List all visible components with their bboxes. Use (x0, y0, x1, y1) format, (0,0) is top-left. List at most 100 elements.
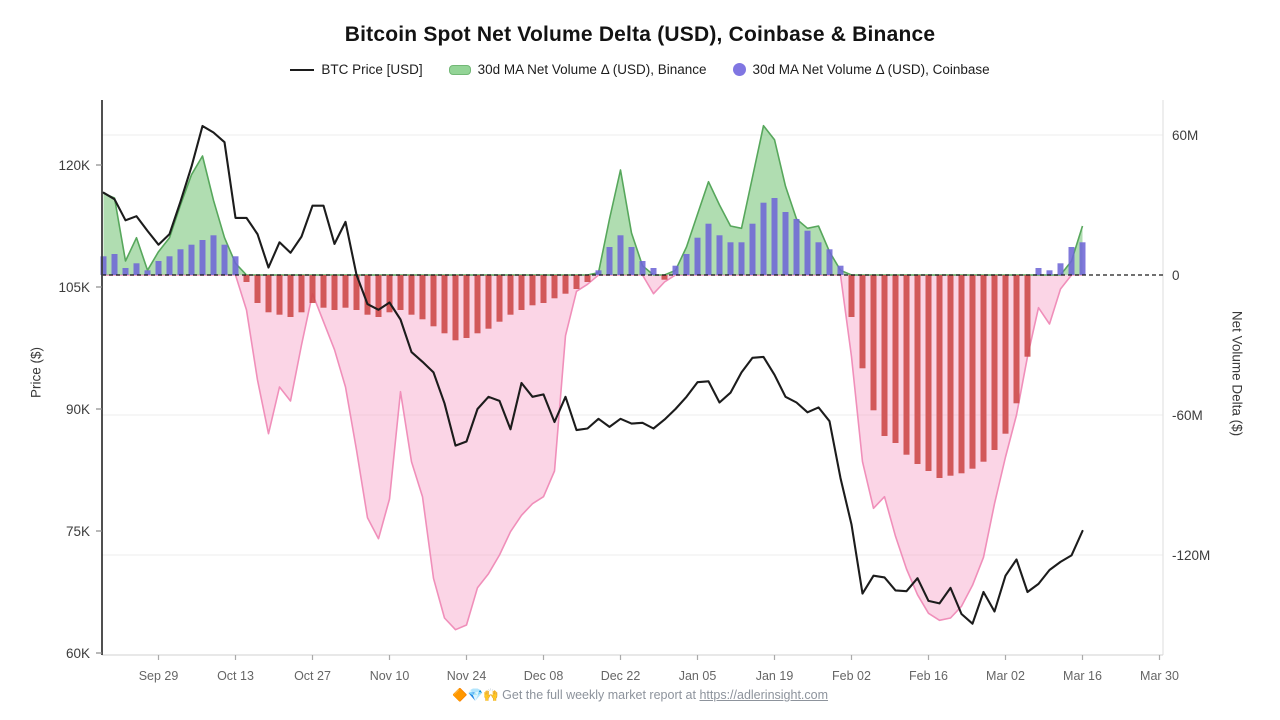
coinbase-bar-positive (210, 235, 217, 275)
x-axis-tick-label: Mar 30 (1140, 669, 1179, 683)
coinbase-bar-negative (551, 275, 558, 299)
left-axis-tick-label: 75K (66, 524, 90, 539)
x-axis-tick-label: Dec 22 (601, 669, 641, 683)
coinbase-bar-negative (859, 275, 866, 369)
coinbase-bar-negative (1002, 275, 1009, 434)
coinbase-bar-negative (254, 275, 261, 303)
x-axis-tick-label: Mar 02 (986, 669, 1025, 683)
chart-title: Bitcoin Spot Net Volume Delta (USD), Coi… (344, 23, 936, 46)
coinbase-bar-positive (705, 223, 712, 275)
coinbase-bar-negative (958, 275, 965, 474)
coinbase-bar-negative (991, 275, 998, 450)
x-axis-tick-label: Sep 29 (139, 669, 179, 683)
coinbase-bar-negative (353, 275, 360, 310)
legend-item-coinbase-ma: 30d MA Net Volume Δ (USD), Coinbase (732, 62, 990, 77)
coinbase-bar-negative (881, 275, 888, 436)
legend-item-binance-ma: 30d MA Net Volume Δ (USD), Binance (448, 62, 707, 77)
coinbase-bar-positive (100, 256, 107, 275)
coinbase-bar-positive (221, 244, 228, 275)
coinbase-bar-negative (947, 275, 954, 476)
coinbase-bar-positive (639, 261, 646, 275)
coinbase-bar-negative (507, 275, 514, 315)
coinbase-bar-negative (474, 275, 481, 334)
coinbase-bar-negative (848, 275, 855, 317)
coinbase-bar-positive (771, 198, 778, 275)
right-axis-tick-label: -60M (1172, 408, 1203, 423)
legend-label: 30d MA Net Volume Δ (USD), Coinbase (752, 62, 990, 77)
legend-item-btc-price: BTC Price [USD] (290, 62, 423, 77)
coinbase-dot-swatch-icon (732, 63, 746, 76)
right-axis-tick-label: -120M (1172, 548, 1210, 563)
coinbase-bar-negative (408, 275, 415, 315)
legend-label: BTC Price [USD] (321, 62, 423, 77)
coinbase-bar-positive (683, 254, 690, 275)
coinbase-bar-positive (1035, 268, 1042, 275)
coinbase-bar-negative (320, 275, 327, 308)
x-axis-tick-label: Nov 24 (447, 669, 487, 683)
coinbase-bar-positive (738, 242, 745, 275)
coinbase-bar-positive (760, 202, 767, 275)
coinbase-bar-negative (397, 275, 404, 310)
coinbase-bar-positive (199, 240, 206, 275)
coinbase-bar-negative (980, 275, 987, 462)
coinbase-bar-positive (111, 254, 118, 275)
coinbase-bar-positive (177, 249, 184, 275)
x-axis-tick-label: Feb 16 (909, 669, 948, 683)
coinbase-bar-positive (628, 247, 635, 275)
coinbase-bar-negative (969, 275, 976, 469)
coinbase-bar-positive (144, 270, 151, 275)
right-axis-title: Net Volume Delta ($) (1229, 310, 1245, 437)
coinbase-bar-positive (1057, 263, 1064, 275)
coinbase-bar-negative (584, 275, 591, 282)
coinbase-bar-negative (936, 275, 943, 478)
coinbase-bar-positive (232, 256, 239, 275)
coinbase-bar-negative (529, 275, 536, 306)
coinbase-bar-negative (518, 275, 525, 310)
left-axis-tick-label: 90K (66, 402, 90, 417)
footer-note: 🔶💎🙌 Get the full weekly market report at… (0, 688, 1280, 703)
coinbase-bar-positive (1068, 247, 1075, 275)
coinbase-bar-negative (661, 275, 668, 280)
coinbase-bar-negative (430, 275, 437, 327)
coinbase-bar-negative (364, 275, 371, 315)
coinbase-bar-positive (815, 242, 822, 275)
coinbase-bar-negative (419, 275, 426, 320)
coinbase-bar-negative (562, 275, 569, 294)
x-axis-tick-label: Jan 19 (756, 669, 794, 683)
coinbase-bar-negative (441, 275, 448, 334)
x-axis-tick-label: Mar 16 (1063, 669, 1102, 683)
left-axis-tick-label: 105K (58, 280, 90, 295)
left-axis-title: Price ($) (28, 347, 44, 399)
binance-edge-negative (103, 274, 1083, 631)
coinbase-bar-negative (287, 275, 294, 317)
footer-text: Get the full weekly market report at (502, 688, 696, 702)
coinbase-bar-negative (342, 275, 349, 308)
coinbase-bar-negative (925, 275, 932, 471)
coinbase-bar-negative (914, 275, 921, 464)
coinbase-bar-negative (573, 275, 580, 289)
coinbase-bar-negative (485, 275, 492, 329)
coinbase-bar-positive (166, 256, 173, 275)
coinbase-bar-positive (1046, 270, 1053, 275)
coinbase-bar-positive (826, 249, 833, 275)
coinbase-bar-negative (309, 275, 316, 303)
footer-link[interactable]: https://adlerinsight.com (699, 688, 829, 702)
x-axis-tick-label: Dec 08 (524, 669, 564, 683)
footer-emojis: 🔶💎🙌 (451, 688, 499, 702)
coinbase-bar-positive (837, 265, 844, 275)
coinbase-bar-positive (782, 212, 789, 275)
coinbase-bar-positive (133, 263, 140, 275)
btc-price-line (102, 124, 1084, 625)
coinbase-bar-positive (804, 230, 811, 275)
coinbase-bar-negative (463, 275, 470, 338)
x-axis-tick-label: Feb 02 (832, 669, 871, 683)
coinbase-bar-negative (540, 275, 547, 303)
coinbase-bar-negative (375, 275, 382, 317)
coinbase-bar-negative (496, 275, 503, 322)
coinbase-bar-positive (694, 237, 701, 275)
coinbase-bar-positive (1079, 242, 1086, 275)
left-axis-tick-label: 120K (58, 158, 90, 173)
coinbase-bar-positive (650, 268, 657, 275)
